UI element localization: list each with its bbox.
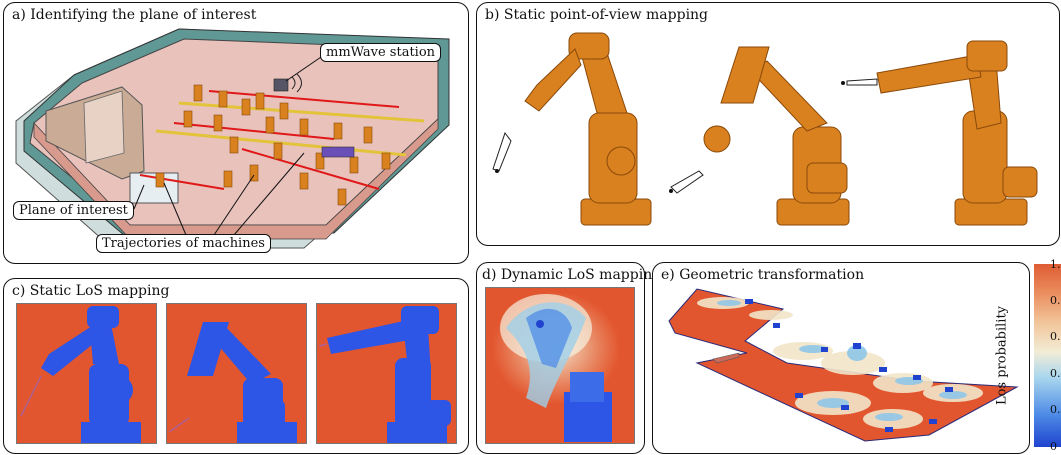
- static-los-map-2: [166, 303, 307, 444]
- trajectory-line: [173, 122, 335, 140]
- panel-d: d) Dynamic LoS mapping: [476, 262, 661, 454]
- mmwave-station: [273, 78, 289, 92]
- panel-e-title: e) Geometric transformation: [661, 267, 865, 283]
- colorbar-tick: 0.4: [1050, 367, 1061, 380]
- panel-a: a) Identifying the plane of interest: [3, 2, 469, 264]
- robot-pose-1: [524, 32, 652, 226]
- robot-pose-2: [703, 46, 850, 226]
- panel-d-title: d) Dynamic LoS mapping: [482, 267, 662, 283]
- colorbar-tick: 0.8: [1050, 294, 1061, 307]
- colorbar: [1034, 264, 1061, 447]
- colorbar-tick: 0.6: [1050, 330, 1061, 343]
- panel-b-title: b) Static point-of-view mapping: [485, 7, 709, 23]
- panel-a-title: a) Identifying the plane of interest: [12, 7, 257, 23]
- colorbar-tick: 0.2: [1050, 403, 1061, 416]
- trajectories-callout: Trajectories of machines: [96, 234, 271, 253]
- panel-c-title: c) Static LoS mapping: [12, 283, 170, 299]
- trajectory-line: [208, 90, 400, 108]
- static-los-map-3: [316, 303, 457, 444]
- panel-c: c) Static LoS mapping: [3, 278, 469, 454]
- robot-poses: [492, 32, 1038, 226]
- factory-floor-plan: [15, 28, 450, 249]
- plane-of-interest-callout: Plane of interest: [13, 201, 134, 220]
- colorbar-label: Los probability: [994, 305, 1010, 406]
- mmwave-station-callout: mmWave station: [320, 43, 442, 62]
- dynamic-los-map: [485, 287, 635, 444]
- colorbar-tick: 0: [1050, 440, 1057, 453]
- robot-pose-3: [876, 40, 1038, 226]
- colorbar-tick: 1.0: [1050, 258, 1061, 271]
- trajectory-line: [241, 148, 380, 190]
- trajectory-line: [139, 174, 225, 190]
- transformed-los-plane: [668, 288, 1019, 442]
- panel-b: b) Static point-of-view mapping: [476, 2, 1060, 246]
- static-los-map-1: [16, 303, 157, 444]
- panel-e: e) Geometric transformation: [652, 262, 1030, 454]
